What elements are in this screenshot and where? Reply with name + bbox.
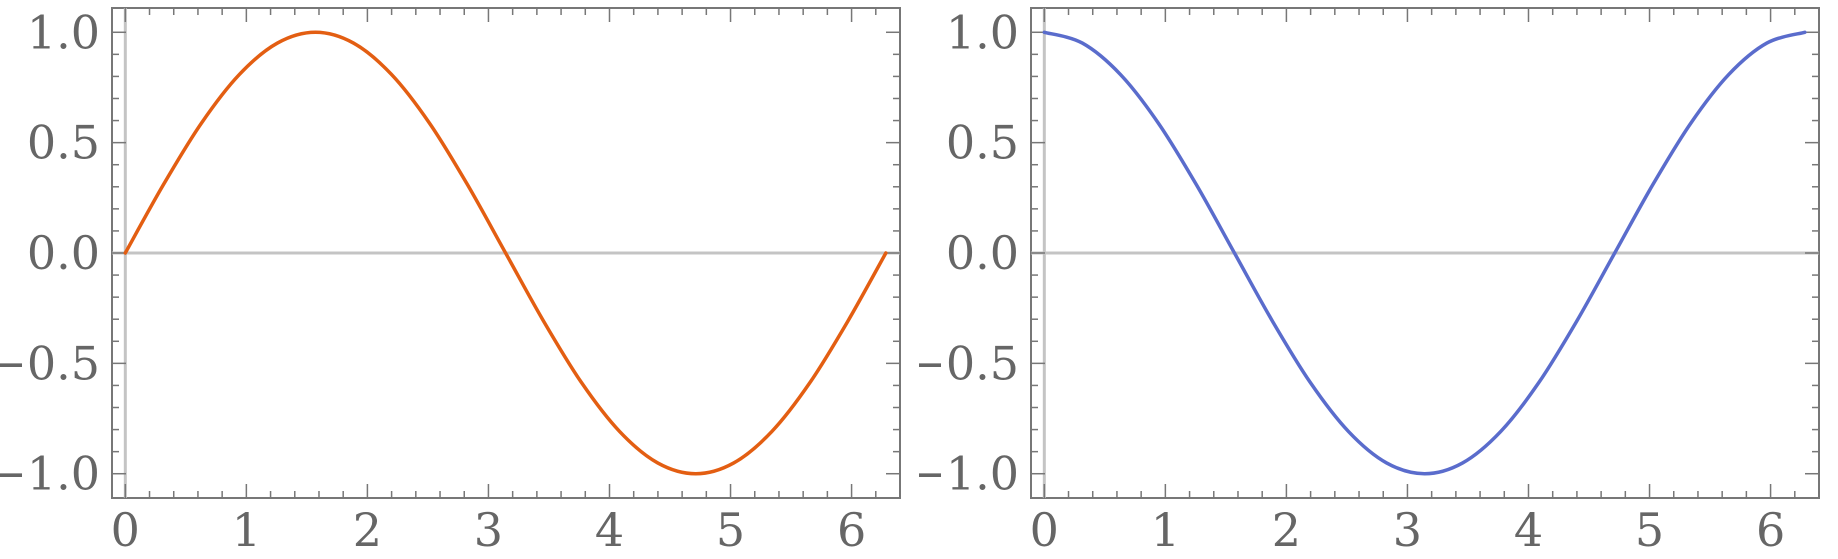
series-line [1042,30,1807,476]
y-tick-label: 1.0 [946,5,1019,59]
x-tick-label: 4 [595,503,624,557]
y-tick-label: −1.0 [0,447,100,501]
y-tick-label: 0.5 [946,116,1019,170]
x-tick-label: 1 [232,503,261,557]
x-tick-label: 6 [837,503,866,557]
sine-chart: 0 1 2 3 4 5 6 −1.0 −0.5 0.0 0.5 1.0 [0,5,901,557]
y-tick-label: 0.0 [946,226,1019,280]
series-line [123,30,888,476]
x-tick-label: 6 [1756,503,1785,557]
y-tick-label: 1.0 [27,5,100,59]
x-tick-label: 5 [716,503,745,557]
x-tick-label: 1 [1151,503,1180,557]
x-tick-label: 4 [1514,503,1543,557]
cosine-chart: 0 1 2 3 4 5 6 −1.0 −0.5 0.0 0.5 1.0 [919,5,1820,557]
x-tick-label: 3 [474,503,503,557]
x-tick-label: 2 [1272,503,1301,557]
y-tick-label: 0.0 [27,226,100,280]
x-tick-label: 2 [353,503,382,557]
y-tick-label: −0.5 [919,336,1019,390]
y-tick-label: −0.5 [0,336,100,390]
x-tick-label: 3 [1393,503,1422,557]
y-tick-label: −1.0 [919,447,1019,501]
y-tick-label: 0.5 [27,116,100,170]
x-tick-label: 0 [1030,503,1059,557]
x-tick-label: 0 [111,503,140,557]
x-tick-label: 5 [1635,503,1664,557]
